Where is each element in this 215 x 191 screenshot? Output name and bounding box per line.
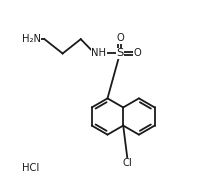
Text: O: O (116, 33, 124, 43)
Text: NH: NH (91, 49, 106, 58)
Text: S: S (116, 49, 124, 58)
Text: H₂N: H₂N (22, 34, 41, 44)
Text: O: O (133, 49, 141, 58)
Text: HCl: HCl (22, 163, 39, 173)
Text: Cl: Cl (123, 158, 132, 168)
